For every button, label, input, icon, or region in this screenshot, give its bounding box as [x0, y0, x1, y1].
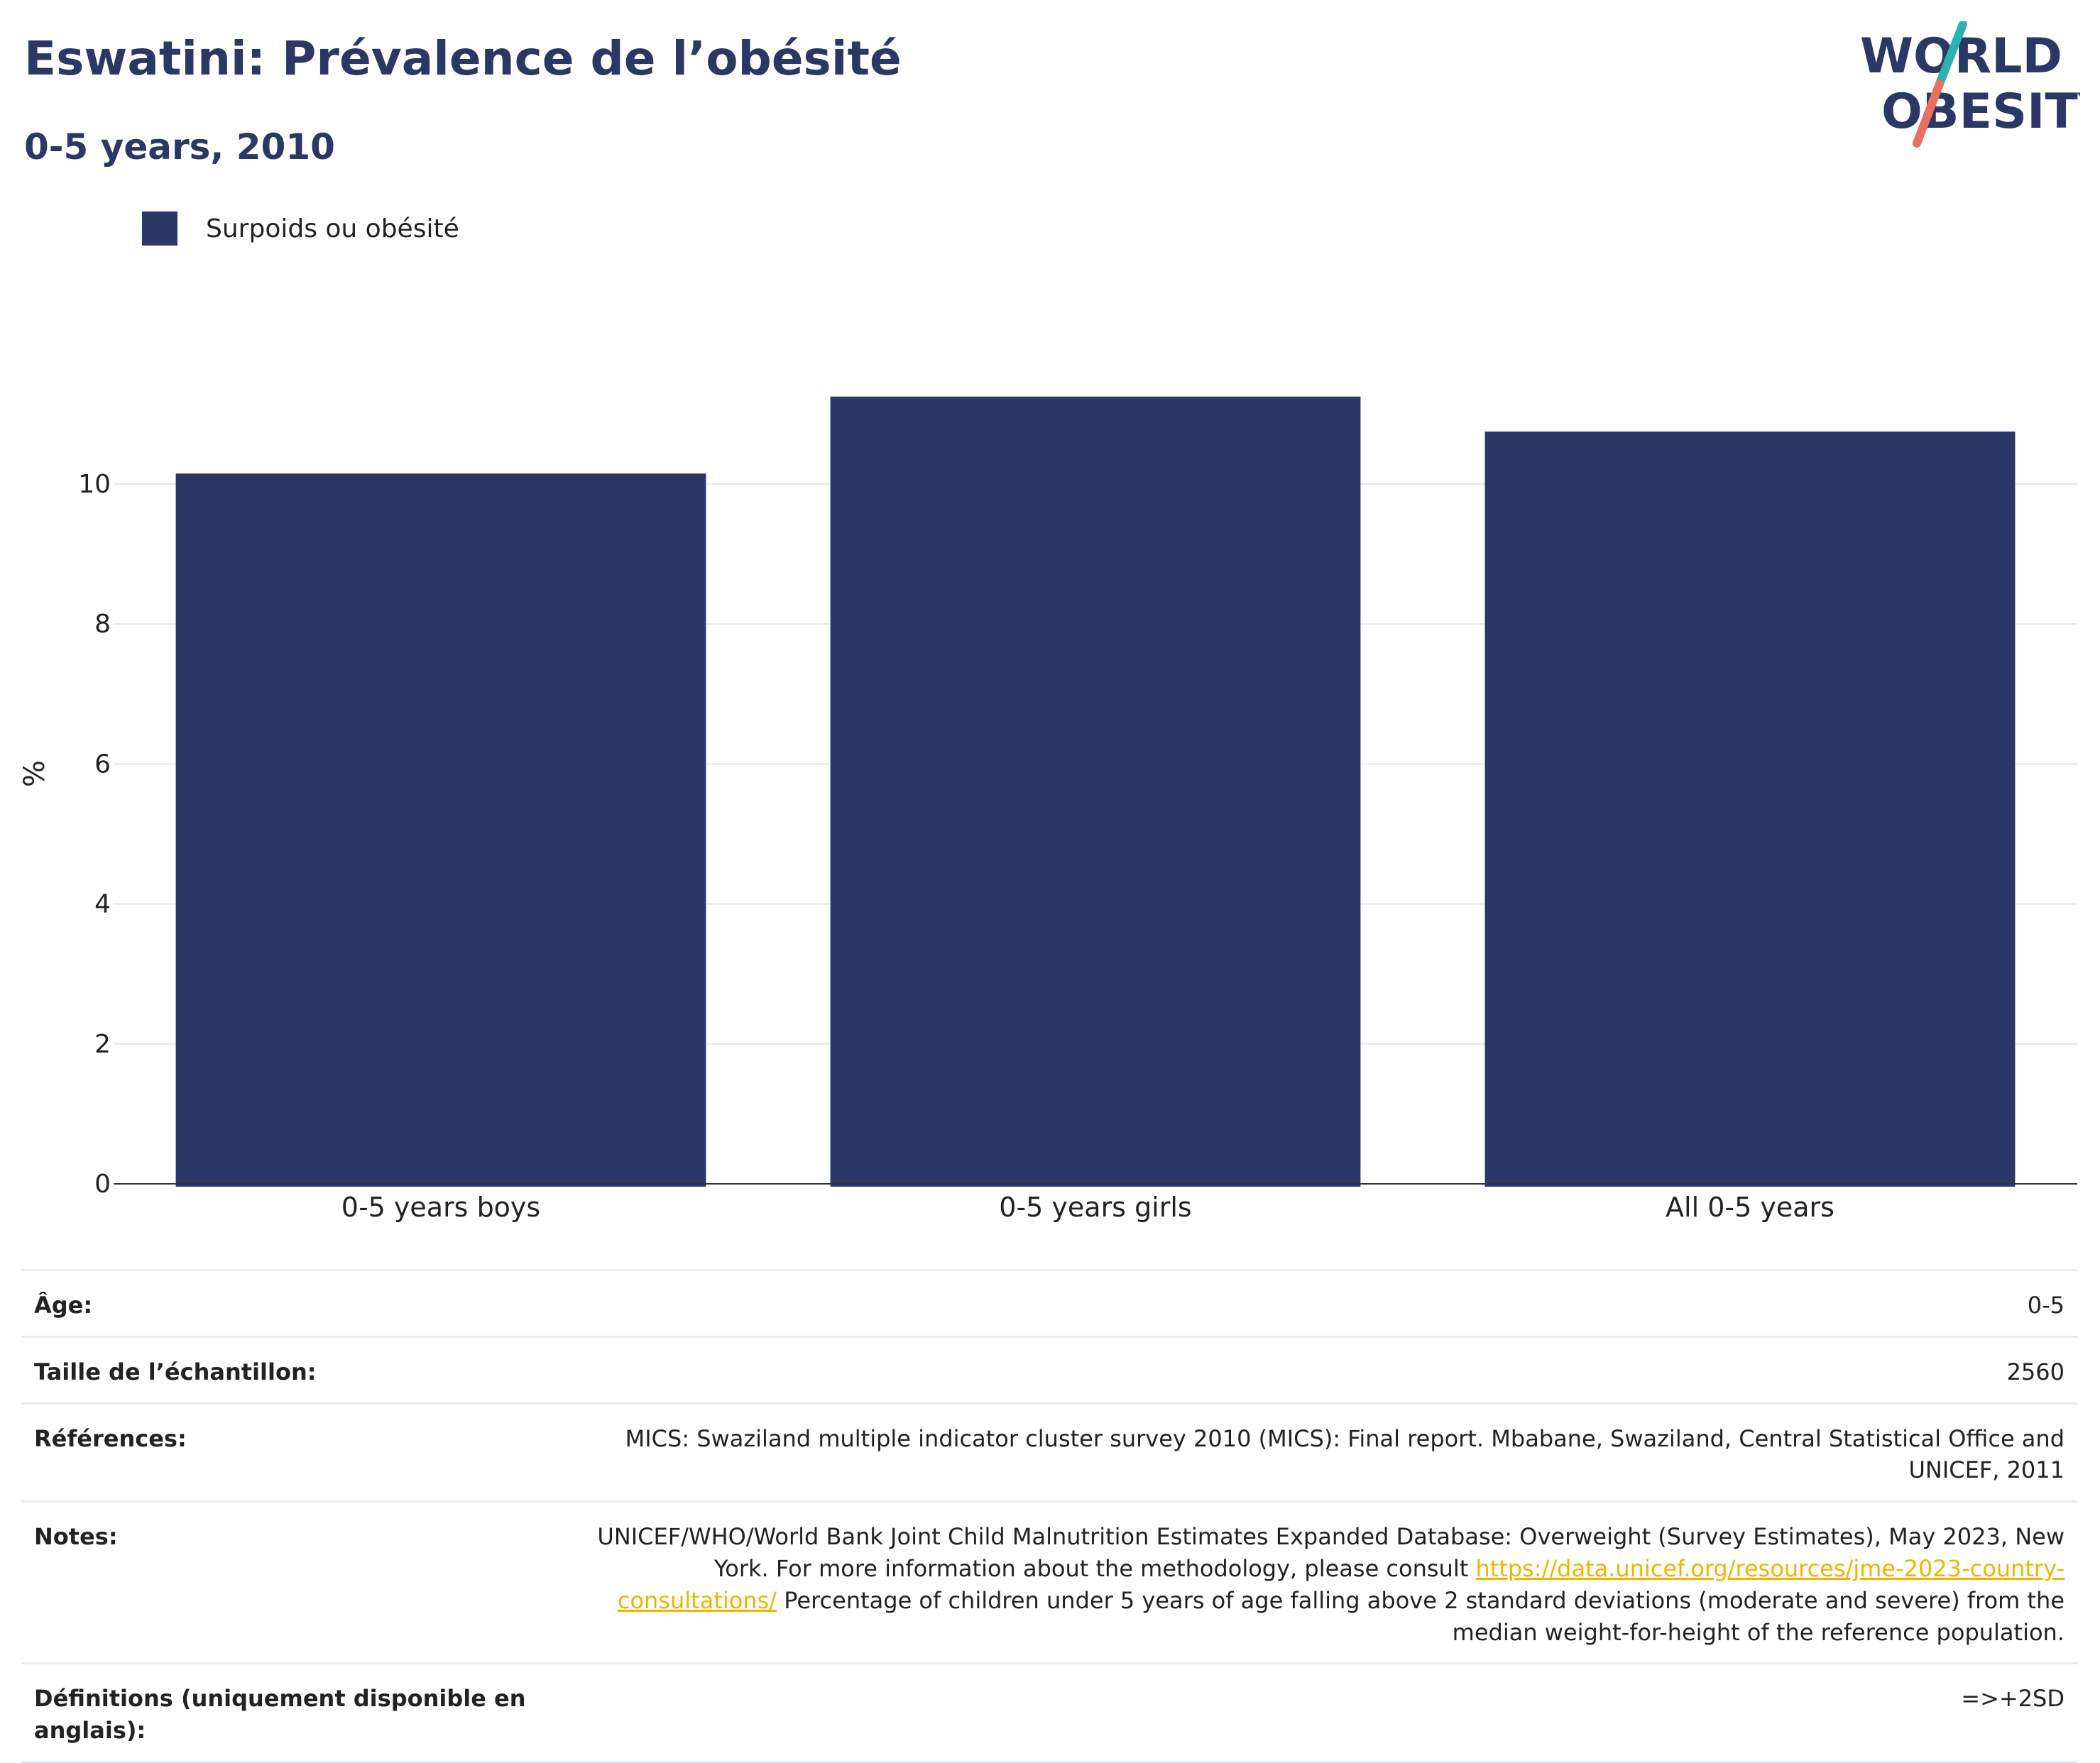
info-row-age: Âge: 0-5 [21, 1269, 2077, 1337]
y-axis-label: % [18, 760, 51, 787]
info-value: 2560 [558, 1335, 2077, 1404]
bar [830, 396, 1361, 1187]
y-tick-label: 4 [94, 890, 111, 919]
bar-chart: 0 2 4 6 8 10 0-5 years boys 0-5 years girls All … [18, 396, 2077, 1223]
info-row-references: Références: MICS: Swaziland multiple ind… [21, 1402, 2077, 1502]
x-tick-label: 0-5 years boys [341, 1192, 540, 1223]
methodology-link[interactable]: https://data.unicef.org/resources/jme-20… [617, 1554, 2065, 1614]
bar [1484, 432, 2016, 1187]
bar [175, 473, 706, 1187]
info-key: Notes: [21, 1500, 558, 1664]
notes-text-after: Percentage of children under 5 years of … [777, 1586, 2065, 1646]
info-value: UNICEF/WHO/World Bank Joint Child Malnut… [558, 1500, 2077, 1664]
page-title: Eswatini: Prévalence de l’obésité [24, 31, 902, 86]
info-key: Définitions (uniquement disponible en an… [21, 1662, 558, 1763]
logo-line2: OBESITY [1881, 84, 2080, 140]
info-key: Références: [21, 1402, 558, 1502]
chart-legend[interactable]: Surpoids ou obésité [142, 212, 459, 246]
page-subtitle: 0-5 years, 2010 [24, 126, 335, 167]
y-tick-label: 8 [94, 610, 111, 639]
logo-slash-coral [1913, 79, 1944, 148]
info-row-sample-size: Taille de l’échantillon: 2560 [21, 1335, 2077, 1404]
y-tick-label: 0 [94, 1170, 111, 1199]
info-value: 0-5 [558, 1269, 2077, 1337]
info-value: =>+2SD [558, 1662, 2077, 1763]
info-key: Âge: [21, 1269, 558, 1337]
legend-swatch [142, 212, 177, 246]
info-key: Taille de l’échantillon: [21, 1335, 558, 1404]
info-value: MICS: Swaziland multiple indicator clust… [558, 1402, 2077, 1502]
legend-label: Surpoids ou obésité [206, 214, 459, 243]
info-table: Âge: 0-5 Taille de l’échantillon: 2560 R… [21, 1269, 2077, 1763]
world-obesity-logo: WORLD OBESITY [1860, 21, 2080, 148]
info-row-notes: Notes: UNICEF/WHO/World Bank Joint Child… [21, 1500, 2077, 1664]
logo-slash-teal [1935, 21, 1967, 88]
y-tick-label: 6 [94, 749, 111, 779]
y-tick-label: 2 [94, 1030, 111, 1059]
info-row-definitions: Définitions (uniquement disponible en an… [21, 1662, 2077, 1763]
y-tick-label: 10 [78, 470, 111, 499]
x-tick-label: All 0-5 years [1666, 1192, 1834, 1223]
x-tick-label: 0-5 years girls [999, 1192, 1191, 1223]
notes-text-before: UNICEF/WHO/World Bank Joint Child Malnut… [597, 1523, 2065, 1582]
